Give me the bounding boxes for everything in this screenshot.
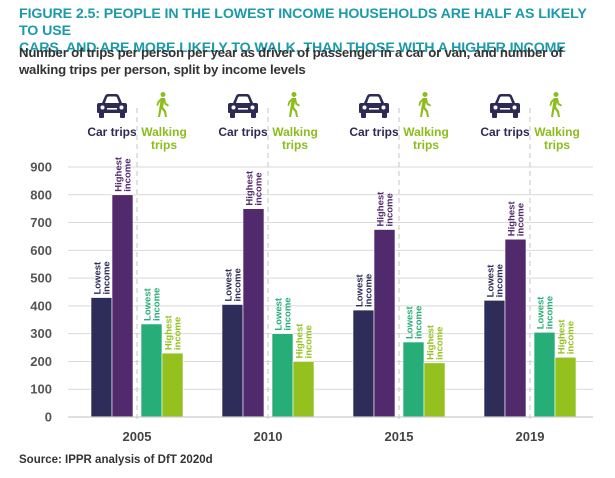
figure-title-line2: CARS, AND ARE MORE LIKELY TO WALK, THAN … — [19, 40, 566, 56]
x-tick-label: 2015 — [385, 429, 414, 444]
bar-label: Highest — [557, 319, 568, 355]
walking-trips-label: Walking — [403, 125, 449, 139]
bar-label: Highest — [295, 323, 306, 359]
y-tick-label: 100 — [30, 382, 52, 397]
bar-3-2015 — [423, 362, 446, 418]
walking-trips-label: trips — [544, 138, 570, 152]
bar-label: income — [385, 193, 396, 226]
bar-0-2015 — [352, 309, 375, 418]
figure-subtitle-line1: Number of trips per person per year as d… — [19, 45, 563, 60]
bar-0-2019 — [483, 300, 506, 418]
bar-label: Lowest — [486, 264, 497, 298]
y-tick-label: 600 — [30, 243, 52, 258]
figure-title-line1: FIGURE 2.5: PEOPLE IN THE LOWEST INCOME … — [19, 6, 587, 39]
walking-trips-label: Walking — [272, 125, 318, 139]
walking-trips-label: Walking — [534, 125, 580, 139]
bar-label: income — [516, 203, 527, 236]
walking-person-icon — [418, 92, 431, 117]
walking-trips-label: trips — [282, 138, 308, 152]
bar-label: Lowest — [143, 287, 154, 321]
walking-person-icon — [156, 92, 169, 117]
bar-label: Highest — [114, 156, 125, 192]
figure-subtitle-line2: walking trips per person, split by incom… — [19, 62, 306, 77]
y-tick-label: 0 — [45, 410, 52, 425]
y-tick-label: 200 — [30, 354, 52, 369]
bar-label: Highest — [426, 324, 437, 360]
bar-label: income — [414, 306, 425, 339]
figure-title: FIGURE 2.5: PEOPLE IN THE LOWEST INCOME … — [19, 6, 609, 57]
bar-label: Highest — [245, 170, 256, 206]
car-trips-label: Car trips — [349, 125, 399, 139]
bar-0-2010 — [221, 304, 244, 418]
bar-label: income — [123, 159, 134, 192]
walking-trips-label: trips — [413, 138, 439, 152]
bar-label: income — [364, 274, 375, 307]
bar-label: Lowest — [405, 305, 416, 339]
bar-1-2019 — [504, 238, 527, 418]
bar-1-2005 — [111, 194, 134, 418]
car-trips-label: Car trips — [480, 125, 530, 139]
bar-label: Lowest — [93, 261, 104, 295]
y-tick-label: 500 — [30, 271, 52, 286]
bar-label: income — [495, 264, 506, 297]
bar-2-2005 — [140, 323, 163, 418]
bar-3-2010 — [292, 361, 315, 418]
bar-0-2005 — [90, 297, 113, 418]
walking-trips-label: trips — [151, 138, 177, 152]
bar-label: income — [545, 296, 556, 329]
source-note: Source: IPPR analysis of DfT 2020d — [19, 454, 213, 466]
y-tick-label: 900 — [30, 160, 52, 175]
car-icon — [228, 94, 258, 118]
x-tick-label: 2019 — [516, 429, 545, 444]
bar-label: Lowest — [224, 268, 235, 302]
bar-2-2010 — [271, 333, 294, 418]
car-icon — [490, 94, 520, 118]
car-trips-label: Car trips — [87, 125, 137, 139]
car-icon — [359, 94, 389, 118]
bar-1-2010 — [242, 208, 265, 418]
x-tick-label: 2010 — [254, 429, 283, 444]
walking-person-icon — [287, 92, 300, 117]
bar-label: Highest — [376, 191, 387, 227]
y-tick-label: 400 — [30, 298, 52, 313]
bar-label: Lowest — [355, 273, 366, 307]
car-icon — [97, 94, 127, 118]
bar-label: income — [254, 172, 265, 205]
bar-label: Highest — [507, 201, 518, 237]
bar-label: Lowest — [536, 296, 547, 330]
bar-label: income — [152, 288, 163, 321]
y-tick-label: 300 — [30, 326, 52, 341]
car-trips-label: Car trips — [218, 125, 268, 139]
bar-3-2005 — [161, 352, 184, 418]
walking-trips-label: Walking — [141, 125, 187, 139]
figure-subtitle: Number of trips per person per year as d… — [19, 44, 609, 78]
bar-label: income — [173, 317, 184, 350]
walking-person-icon — [549, 92, 562, 117]
y-tick-label: 700 — [30, 215, 52, 230]
x-tick-label: 2005 — [123, 429, 152, 444]
bar-label: income — [566, 321, 577, 354]
bar-label: Lowest — [274, 297, 285, 331]
bar-label: income — [102, 261, 113, 294]
y-tick-label: 800 — [30, 187, 52, 202]
bar-label: Highest — [164, 314, 175, 350]
bar-1-2015 — [373, 229, 396, 418]
bar-label: income — [233, 268, 244, 301]
bar-label: income — [283, 297, 294, 330]
bar-2-2015 — [402, 341, 425, 418]
bar-2-2019 — [533, 331, 556, 418]
bar-label: income — [304, 325, 315, 358]
bar-3-2019 — [554, 356, 577, 418]
bar-label: income — [435, 327, 446, 360]
